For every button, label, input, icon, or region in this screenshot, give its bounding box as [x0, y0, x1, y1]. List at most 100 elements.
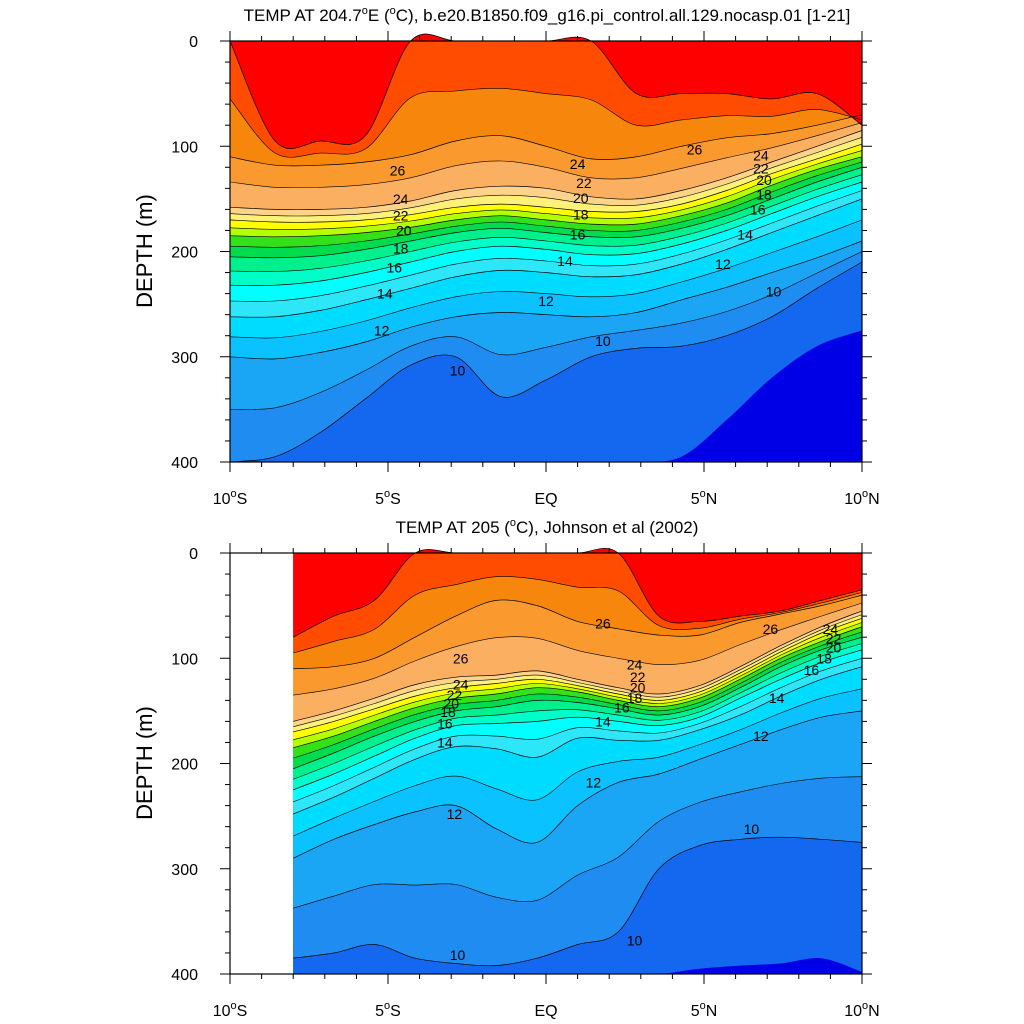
panel-top-isotherm-19: [229, 161, 863, 248]
panel-bottom-ylabel: DEPTH (m): [132, 706, 157, 820]
panel-bottom-y-tick-label: 100: [171, 651, 198, 668]
panel-top-contour-label: 24: [753, 148, 769, 164]
panel-bottom-isotherm-20: [293, 626, 863, 749]
panel-bottom-isotherm-17: [293, 643, 863, 780]
panel-top-contour-label: 18: [393, 240, 409, 256]
panel-bottom-y-tick-label: 0: [189, 546, 198, 563]
panel-top-isotherm-27: [229, 88, 863, 158]
panel-top-x-tick-label: 5oS: [375, 488, 401, 508]
panel-top-contour-label: 24: [570, 156, 586, 172]
panel-bottom-y-tick-labels: 0 100 200 300 400: [171, 546, 198, 984]
panel-bottom-y-tick-label: 200: [171, 757, 198, 774]
panel-bottom-contour-label: 22: [447, 687, 463, 703]
panel-bottom-contour-label: 14: [769, 690, 785, 706]
panel-top-y-tick-label: 400: [171, 455, 198, 472]
panel-top-isotherm-13: [229, 219, 863, 339]
panel-bottom-contour-label: 12: [447, 806, 463, 822]
panel-bottom-isotherm-19: [293, 631, 863, 759]
panel-top-contour-label: 20: [396, 222, 412, 238]
panel-top-isotherm-14: [229, 198, 863, 318]
panel-bottom-contour-label: 16: [804, 662, 820, 678]
panel-top-y-tick-label: 300: [171, 350, 198, 367]
panel-bottom-x-tick-label: 10oS: [213, 1000, 248, 1020]
panel-bottom-x-tick-label: EQ: [534, 1003, 557, 1020]
panel-bottom-contour-label: 18: [816, 650, 832, 666]
panel-top-isotherm-26: [229, 114, 863, 167]
panel-bottom-y-tick-label: 400: [171, 967, 198, 984]
panel-top-contour-label: 10: [766, 283, 782, 299]
panel-bottom-x-tick-label: 5oS: [375, 1000, 401, 1020]
panel-top-isotherm-17: [229, 174, 863, 272]
panel-bottom-contour-fills: [293, 548, 862, 975]
panel-top-contour-label: 16: [750, 201, 766, 217]
panel-bottom-contour-label: 24: [627, 657, 643, 673]
panel-bottom-contour-label: 16: [614, 700, 630, 716]
panel-top-x-tick-label: EQ: [534, 491, 557, 508]
panel-top-contour-fills: [230, 33, 862, 463]
panel-bottom-isotherm-27: [293, 576, 863, 654]
panel-bottom-contour-label: 16: [437, 716, 453, 732]
panel-bottom-isotherm-12: [293, 710, 863, 859]
panel-bottom-contour-label: 14: [437, 734, 453, 750]
panel-bottom-contour-label: 22: [630, 669, 646, 685]
panel-top-y-tick-label: 0: [189, 34, 198, 51]
panel-top-contour-label: 14: [557, 253, 573, 269]
panel-bottom-isotherm-16: [293, 649, 863, 791]
panel-bottom-contour-label: 20: [443, 696, 459, 712]
panel-top-isotherm-23: [229, 137, 863, 217]
panel-bottom-contour-label: 12: [753, 728, 769, 744]
panel-bottom-contour-label: 12: [586, 774, 602, 790]
panel-top-title: TEMP AT 204.7oE (oC), b.e20.B1850.f09_g1…: [244, 5, 851, 25]
panel-bottom-contour-label: 24: [453, 677, 469, 693]
panel-bottom-x-tick-label: 10oN: [844, 1000, 879, 1020]
panel-bottom-y-tick-label: 300: [171, 862, 198, 879]
panel-bottom-contour-label: 20: [630, 680, 646, 696]
panel-bottom-isotherm-15: [293, 658, 863, 803]
panel-top-contour-label: 12: [374, 322, 390, 338]
panel-top-axis-ticks: [220, 31, 872, 472]
panel-top-contour-lines: [229, 33, 863, 463]
panel-bottom-isotherm-24: [293, 610, 863, 722]
panel-top-isotherm-15: [229, 190, 863, 302]
panel-top-isotherm-25: [229, 122, 863, 189]
panel-top-contour-label: 20: [756, 172, 772, 188]
panel-top-isotherm-12: [229, 240, 863, 360]
panel-bottom-isotherm-26: [293, 594, 863, 670]
panel-bottom-contour-label: 18: [440, 704, 456, 720]
panel-top-contour-label: 10: [450, 362, 466, 378]
panel-bottom-x-tick-labels: 10oS 5oS EQ 5oN 10oN: [213, 1000, 880, 1020]
panel-top-x-tick-label: 10oS: [213, 488, 248, 508]
panel-top-contour-label: 18: [756, 187, 772, 203]
panel-top-x-tick-labels: 10oS 5oS EQ 5oN 10oN: [213, 488, 880, 508]
panel-top-isotherm-21: [229, 150, 863, 230]
panel-top-contour-label: 24: [393, 191, 409, 207]
panel-bottom-fill-above-28: [293, 548, 862, 638]
panel-bottom-contour-label: 26: [763, 621, 779, 637]
panel-top-contour-label: 20: [573, 190, 589, 206]
panel-top-contour-label: 22: [393, 208, 409, 224]
panel-bottom-isotherm-21: [293, 622, 863, 741]
panel-bottom-contour-label: 26: [453, 650, 469, 666]
panel-bottom-isotherm-25: [293, 602, 863, 696]
panel-top-contour-label: 12: [538, 293, 554, 309]
panel-top: TEMP AT 204.7oE (oC), b.e20.B1850.f09_g1…: [132, 5, 880, 508]
panel-bottom-isotherm-11: [293, 776, 863, 909]
panel-top-contour-label: 10: [595, 333, 611, 349]
panel-bottom-contour-label: 14: [595, 713, 611, 729]
panel-top-contour-label: 16: [570, 227, 586, 243]
panel-bottom-isotherm-23: [293, 614, 863, 727]
panel-bottom-isotherm-22: [293, 617, 863, 733]
panel-top-x-tick-label: 5oN: [691, 488, 718, 508]
panel-bottom-title: TEMP AT 205 (oC), Johnson et al (2002): [396, 517, 699, 537]
panel-top-contour-label: 26: [687, 141, 703, 157]
panel-top-x-tick-label: 10oN: [844, 488, 879, 508]
panel-bottom-contour-label: 10: [627, 932, 643, 948]
panel-top-ylabel: DEPTH (m): [132, 194, 157, 308]
panel-top-isotherm-10: [229, 261, 863, 463]
panel-top-isotherm-16: [229, 181, 863, 286]
panel-top-contour-label: 22: [576, 175, 592, 191]
panel-top-isotherm-20: [229, 156, 863, 238]
panel-bottom-contour-label: 20: [826, 640, 842, 656]
